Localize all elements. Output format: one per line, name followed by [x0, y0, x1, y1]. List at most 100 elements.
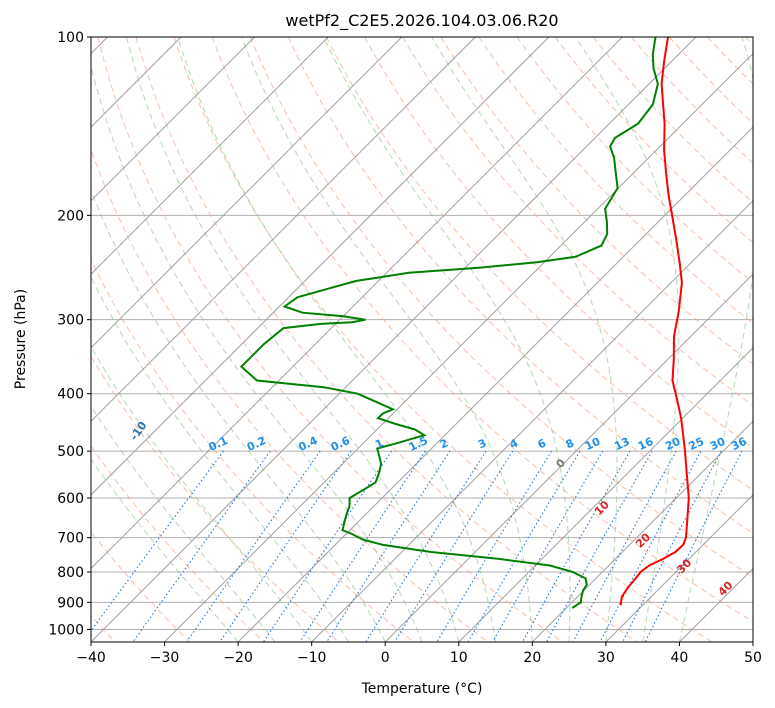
y-tick-label: 900 — [57, 595, 84, 611]
y-tick-label: 300 — [57, 313, 84, 329]
isotherm — [458, 347, 753, 642]
x-axis-label: Temperature (°C) — [361, 681, 483, 697]
dewpoint-profile — [239, 37, 659, 609]
moist-adiabats — [91, 37, 753, 642]
mixing-ratio-line — [299, 450, 426, 642]
x-tick-label: 20 — [523, 650, 541, 666]
mixing-ratio-label: 8 — [564, 436, 576, 451]
isotherm — [91, 37, 697, 642]
moist-adiabat — [91, 188, 386, 642]
mixing-ratio-line — [572, 450, 677, 642]
moist-adiabat — [91, 458, 239, 642]
x-tick-label: 10 — [450, 650, 468, 666]
mixing-ratio-label: 4 — [508, 436, 521, 451]
dry-adiabat — [402, 37, 753, 407]
x-tick-label: 40 — [671, 650, 689, 666]
isotherm — [531, 420, 753, 642]
moist-adiabat — [91, 275, 349, 642]
dry-adiabat — [173, 37, 713, 642]
dry-adiabat — [592, 37, 753, 204]
y-tick-label: 600 — [57, 491, 84, 507]
isotherm — [311, 199, 753, 642]
moist-adiabat — [126, 37, 460, 642]
mixing-ratio-label: 16 — [636, 435, 656, 453]
dry-adiabat — [669, 37, 753, 125]
mixing-ratio-line — [492, 450, 604, 642]
isotherm — [752, 641, 753, 642]
dry-adiabat — [91, 355, 340, 642]
x-axis: −40 −30 −20 −10 0 10 20 30 40 50 — [76, 642, 762, 666]
mixing-ratio-label: 6 — [536, 436, 549, 451]
y-axis: 100 200 300 400 500 600 700 800 900 1000 — [48, 30, 91, 638]
dry-adiabat — [707, 37, 753, 85]
mixing-ratio-label: 25 — [687, 435, 706, 453]
mixing-ratio-line — [219, 450, 352, 642]
mixing-ratio-line — [132, 450, 271, 642]
moist-adiabat — [678, 37, 753, 642]
isotherm — [679, 567, 753, 642]
isotherm — [91, 37, 329, 275]
mixing-ratio-label: 20 — [663, 435, 683, 453]
mixing-ratio-label: 1 — [373, 436, 385, 451]
dry-adiabat — [91, 445, 265, 642]
isotherms — [91, 37, 753, 642]
dry-adiabat — [91, 148, 489, 642]
isotherm — [91, 37, 550, 496]
isotherm-label: 10 — [592, 498, 612, 518]
isotherm — [91, 37, 256, 202]
mixing-ratio-line — [186, 450, 321, 642]
mixing-ratio-line — [599, 450, 702, 642]
temperature-profile — [619, 37, 690, 606]
dry-adiabats — [91, 37, 753, 642]
mixing-ratio-label: 3 — [476, 436, 488, 451]
moist-adiabat — [91, 405, 276, 642]
x-tick-label: −40 — [76, 650, 106, 666]
mixing-ratio-line — [394, 450, 514, 642]
dry-adiabat — [440, 37, 753, 365]
moist-adiabat — [575, 37, 680, 642]
isotherm — [91, 37, 476, 423]
plot-frame — [90, 36, 754, 643]
mixing-ratio-label: 2 — [438, 436, 450, 451]
isotherm — [91, 37, 623, 570]
y-tick-label: 800 — [57, 565, 84, 581]
mixing-ratio-line — [622, 450, 722, 642]
dry-adiabat — [478, 37, 753, 324]
mixing-ratio-line — [522, 450, 631, 642]
isotherm — [384, 273, 753, 642]
x-tick-label: −10 — [297, 650, 327, 666]
isotherm-label: 40 — [716, 579, 736, 599]
dry-adiabat — [97, 37, 563, 642]
plot-area: -100-90-80-70-60-50-40-30-20-10010203040… — [91, 37, 753, 642]
moist-adiabat — [91, 63, 423, 642]
y-axis-label: Pressure (hPa) — [13, 289, 29, 389]
y-tick-label: 1000 — [48, 622, 84, 638]
isotherm-label: 0 — [553, 456, 568, 471]
profiles — [239, 37, 690, 609]
x-tick-label: 30 — [597, 650, 615, 666]
isotherm-label: 20 — [633, 530, 653, 550]
line-annotations: -100-90-80-70-60-50-40-30-20-10010203040… — [127, 419, 749, 599]
mixing-ratio-label: 10 — [583, 435, 603, 453]
mixing-ratio-label: 30 — [708, 435, 728, 453]
dry-adiabat — [91, 258, 414, 642]
x-tick-label: −30 — [150, 650, 180, 666]
y-tick-label: 700 — [57, 531, 84, 547]
mixing-ratio-lines — [91, 450, 743, 642]
mixing-ratio-line — [467, 450, 581, 642]
isotherm — [605, 494, 753, 642]
dry-adiabat — [554, 37, 753, 244]
dry-adiabat — [249, 37, 753, 578]
mixing-ratio-label: 36 — [729, 435, 749, 453]
mixing-ratio-line — [546, 450, 653, 642]
dry-adiabat — [745, 37, 753, 46]
mixing-ratio-label: 13 — [612, 435, 631, 453]
moist-adiabat — [241, 37, 533, 642]
y-tick-label: 200 — [57, 208, 84, 224]
chart-title: wetPf2_C2E5.2026.104.03.06.R20 — [285, 11, 558, 31]
isotherm — [91, 37, 403, 349]
dry-adiabat — [135, 37, 638, 642]
mixing-ratio-line — [365, 450, 487, 642]
x-tick-label: 50 — [744, 650, 762, 666]
